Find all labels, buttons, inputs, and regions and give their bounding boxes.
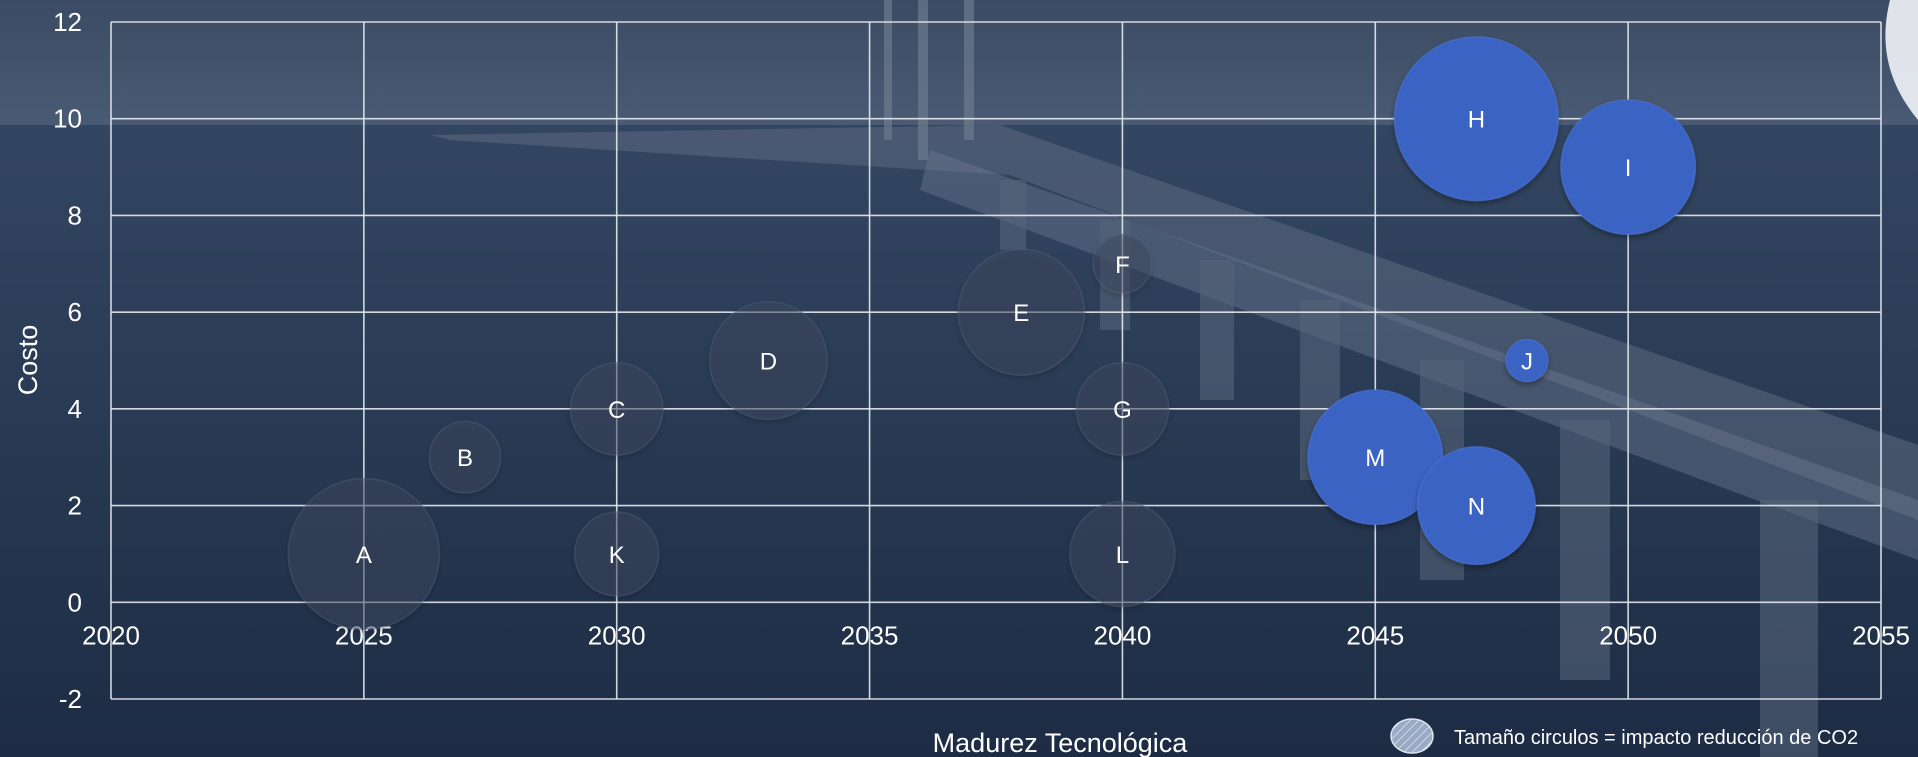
bubble-label: H	[1468, 107, 1485, 134]
y-axis-title: Costo	[13, 325, 43, 396]
bubble-e: E	[957, 248, 1086, 376]
x-axis-title: Madurez Tecnológica	[933, 728, 1189, 757]
bubble-marker	[1092, 233, 1153, 294]
bubble-f: F	[1092, 233, 1153, 294]
bubble-marker	[1560, 99, 1697, 236]
bubble-marker	[573, 511, 660, 597]
x-tick-label: 2020	[82, 620, 140, 650]
bubble-marker	[428, 420, 502, 494]
x-tick-label: 2040	[1094, 620, 1152, 650]
x-tick-label: 2050	[1599, 620, 1657, 650]
bubble-label: J	[1521, 349, 1533, 376]
bubble-label: F	[1115, 252, 1130, 279]
y-tick-label: -2	[59, 684, 82, 714]
y-tick-label: 4	[68, 394, 82, 424]
bubble-marker	[1393, 36, 1560, 202]
bubble-marker	[1069, 500, 1176, 608]
x-tick-label: 2055	[1852, 620, 1910, 650]
bubble-j: J	[1505, 338, 1549, 383]
bubble-b: B	[428, 420, 502, 494]
x-tick-label: 2035	[841, 620, 899, 650]
bubble-h: H	[1393, 36, 1560, 202]
y-tick-label: 2	[68, 491, 82, 521]
bubble-marker	[957, 248, 1086, 376]
bubble-label: M	[1365, 445, 1385, 472]
size-legend: Tamaño circulos = impacto reducción de C…	[1390, 718, 1858, 754]
x-axis-tick-labels: 2020 2025 2030 2035 2040 2045 2050 2055	[82, 620, 1910, 650]
x-tick-label: 2030	[588, 620, 646, 650]
bubble-marker	[1416, 446, 1536, 566]
bubble-label: C	[608, 397, 625, 424]
x-tick-label: 2045	[1346, 620, 1404, 650]
bubble-n: N	[1416, 446, 1536, 566]
bubble-label: A	[356, 542, 372, 569]
y-tick-label: 12	[53, 7, 82, 37]
bubble-marker	[708, 300, 828, 421]
y-axis-tick-labels: -2 0 2 4 6 8 10 12	[53, 7, 82, 714]
bubble-label: G	[1113, 397, 1132, 424]
bubble-a: A	[287, 477, 441, 631]
bubble-c: C	[569, 361, 664, 456]
size-legend-text: Tamaño circulos = impacto reducción de C…	[1454, 727, 1858, 749]
y-tick-label: 8	[68, 200, 82, 230]
bubble-label: D	[760, 349, 777, 376]
size-legend-swatch	[1390, 718, 1434, 754]
y-tick-label: 0	[68, 587, 82, 617]
y-tick-label: 10	[53, 104, 82, 134]
bubble-g: G	[1075, 361, 1170, 456]
bubble-l: L	[1069, 500, 1176, 608]
bubble-label: K	[609, 542, 625, 569]
bubble-d: D	[708, 300, 828, 421]
bubble-label: E	[1013, 300, 1029, 327]
bubble-label: I	[1625, 155, 1632, 182]
y-tick-label: 6	[68, 297, 82, 327]
bubble-marker	[569, 361, 664, 456]
bubble-label: L	[1116, 542, 1129, 569]
bubble-series: A B C D E F G H I J K L M N	[287, 36, 1697, 631]
bubble-k: K	[573, 511, 660, 597]
bubble-marker	[287, 477, 441, 631]
bubble-marker	[1505, 338, 1549, 383]
bubble-marker	[1075, 361, 1170, 456]
bubble-label: B	[457, 445, 473, 472]
bubble-label: N	[1468, 494, 1485, 521]
bubble-i: I	[1560, 99, 1697, 236]
